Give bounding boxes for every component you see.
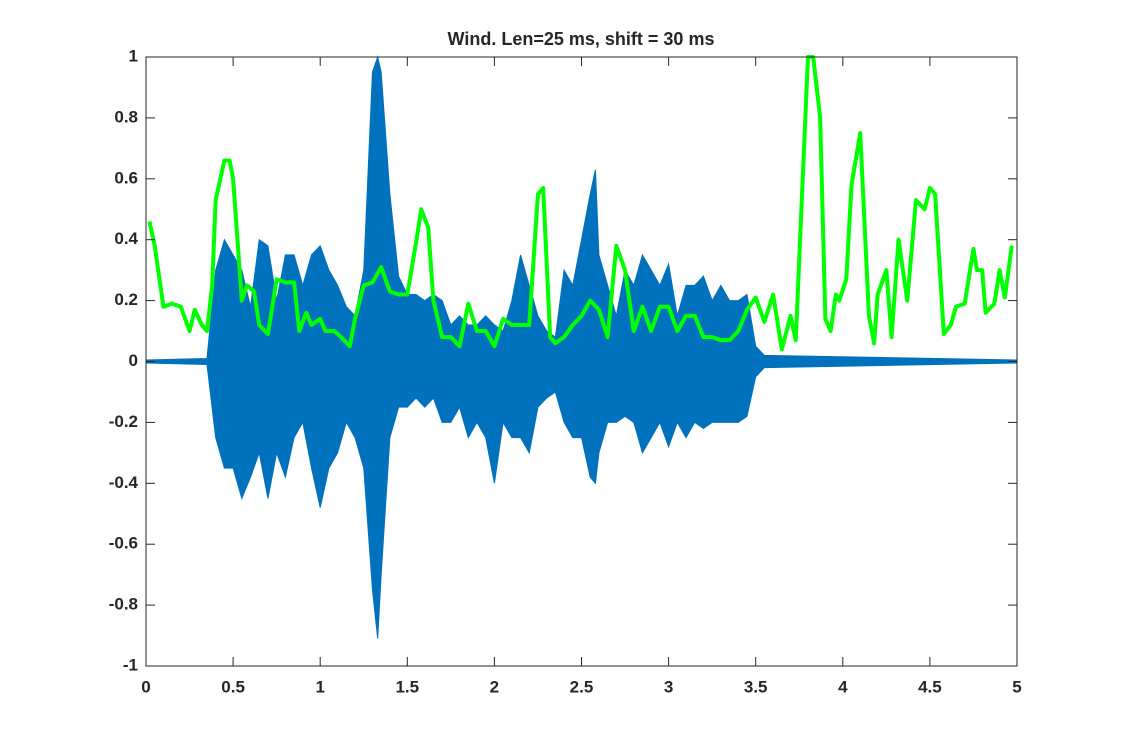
y-tick-label: 0.6 bbox=[114, 168, 138, 187]
x-tick-label: 4.5 bbox=[918, 677, 942, 696]
y-tick-label: 1 bbox=[129, 46, 138, 65]
y-tick-label: 0.2 bbox=[114, 290, 138, 309]
chart-title: Wind. Len=25 ms, shift = 30 ms bbox=[448, 29, 715, 49]
x-tick-label: 3.5 bbox=[744, 677, 768, 696]
x-tick-label: 3 bbox=[664, 677, 673, 696]
energy-line bbox=[147, 55, 1014, 352]
x-tick-label: 1 bbox=[315, 677, 324, 696]
x-tick-label: 0 bbox=[141, 677, 150, 696]
y-tick-label: -0.2 bbox=[109, 412, 138, 431]
y-tick-label: 0 bbox=[129, 351, 138, 370]
y-tick-label: 0.4 bbox=[114, 229, 138, 248]
x-tick-label: 2.5 bbox=[570, 677, 594, 696]
x-tick-label: 1.5 bbox=[395, 677, 419, 696]
x-tick-label: 5 bbox=[1012, 677, 1021, 696]
x-tick-label: 0.5 bbox=[221, 677, 245, 696]
waveform-lower bbox=[145, 361, 1018, 639]
y-tick-label: -0.4 bbox=[109, 473, 139, 492]
y-tick-label: -0.6 bbox=[109, 534, 138, 553]
y-tick-label: -1 bbox=[123, 655, 138, 674]
x-tick-label: 2 bbox=[490, 677, 499, 696]
x-tick-label: 4 bbox=[838, 677, 848, 696]
y-tick-label: 0.8 bbox=[114, 107, 138, 126]
y-tick-label: -0.8 bbox=[109, 595, 138, 614]
